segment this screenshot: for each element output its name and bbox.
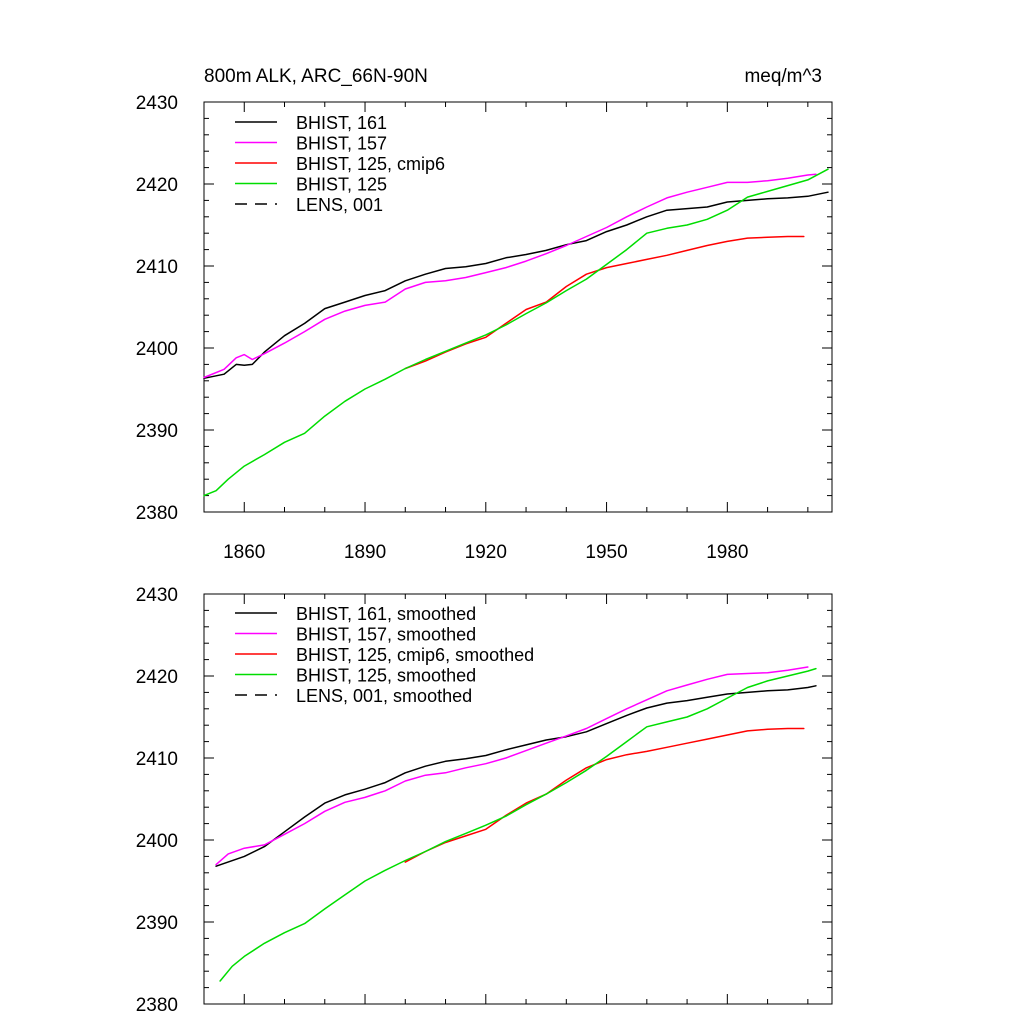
x-tick-label: 1860: [223, 542, 265, 563]
y-tick-label: 2420: [136, 667, 178, 688]
series-line: [404, 727, 805, 863]
legend-label: BHIST, 125, smoothed: [296, 666, 476, 686]
bottom-panel: 2380 2390 2400 2410 2420 2430 BHIST, 161, smoo…: [136, 585, 833, 1016]
series-line: [203, 168, 829, 497]
series-line: [215, 685, 817, 867]
top-panel: 2380 2390 2400 2410 2420 2430 1860 1890 1920 1950…: [136, 66, 833, 563]
y-tick-label: 2430: [136, 585, 178, 606]
y-tick-label: 2380: [136, 995, 178, 1016]
y-tick-label: 2380: [136, 503, 178, 524]
x-tick-label: 1920: [465, 542, 507, 563]
legend-label: BHIST, 125, cmip6: [296, 154, 445, 174]
x-tick-label: 1980: [706, 542, 748, 563]
y-tick-label: 2390: [136, 913, 178, 934]
series-line: [203, 173, 817, 379]
chart-units: meq/m^3: [744, 66, 822, 87]
series-line: [404, 235, 805, 370]
y-tick-label: 2410: [136, 257, 178, 278]
y-tick-label: 2400: [136, 339, 178, 360]
series-line: [203, 191, 829, 380]
legend-label: LENS, 001, smoothed: [296, 686, 472, 706]
y-tick-label: 2430: [136, 93, 178, 114]
legend-label: BHIST, 157, smoothed: [296, 625, 476, 645]
x-tick-label: 1950: [585, 542, 627, 563]
legend-label: BHIST, 161, smoothed: [296, 604, 476, 624]
x-tick-label: 1890: [344, 542, 386, 563]
plot-frame: [203, 101, 833, 513]
legend-label: BHIST, 161: [296, 113, 387, 133]
chart-title: 800m ALK, ARC_66N-90N: [204, 66, 428, 87]
legend-label: BHIST, 125: [296, 175, 387, 195]
y-tick-label: 2390: [136, 421, 178, 442]
y-tick-label: 2400: [136, 831, 178, 852]
plot-frame: [203, 593, 833, 1005]
y-tick-label: 2420: [136, 175, 178, 196]
y-tick-label: 2410: [136, 749, 178, 770]
legend-label: BHIST, 125, cmip6, smoothed: [296, 645, 534, 665]
series-line: [219, 667, 817, 982]
legend-label: LENS, 001: [296, 195, 383, 215]
legend-label: BHIST, 157: [296, 134, 387, 154]
series-line: [215, 666, 809, 866]
